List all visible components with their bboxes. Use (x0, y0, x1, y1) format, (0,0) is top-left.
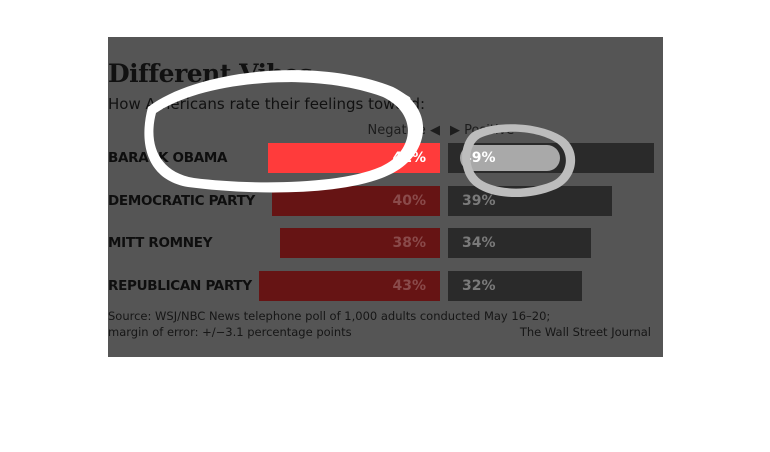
category-label: REPUBLICAN PARTY (108, 277, 252, 294)
negative-value-label: 43% (392, 277, 426, 294)
source-note: Source: WSJ/NBC News telephone poll of 1… (108, 308, 550, 340)
negative-header: Negative ◀ (367, 123, 440, 138)
category-label: DEMOCRATIC PARTY (108, 192, 255, 209)
positive-value-label: 49% (462, 150, 496, 166)
source-line-1: Source: WSJ/NBC News telephone poll of 1… (108, 309, 551, 323)
positive-value-label: 39% (462, 192, 496, 209)
credit-line: The Wall Street Journal (519, 325, 651, 339)
chart-title: Different Vibes (108, 59, 313, 88)
negative-value-label: 41% (392, 150, 426, 166)
positive-header: ▶ Positive (450, 123, 515, 138)
positive-value-label: 34% (462, 235, 496, 251)
category-label: MITT ROMNEY (108, 235, 213, 251)
negative-bar (280, 228, 440, 258)
positive-bar (448, 270, 583, 301)
chart-panel: Different Vibes How Americans rate their… (108, 37, 663, 357)
negative-bar (259, 270, 440, 301)
category-label: BARACK OBAMA (108, 150, 228, 166)
source-line-2: margin of error: +/−3.1 percentage point… (108, 325, 352, 339)
positive-bar (448, 228, 591, 258)
chart-subtitle: How Americans rate their feelings toward… (108, 95, 426, 113)
negative-value-label: 40% (392, 192, 426, 209)
negative-value-label: 38% (392, 235, 426, 251)
positive-value-label: 32% (462, 277, 496, 294)
